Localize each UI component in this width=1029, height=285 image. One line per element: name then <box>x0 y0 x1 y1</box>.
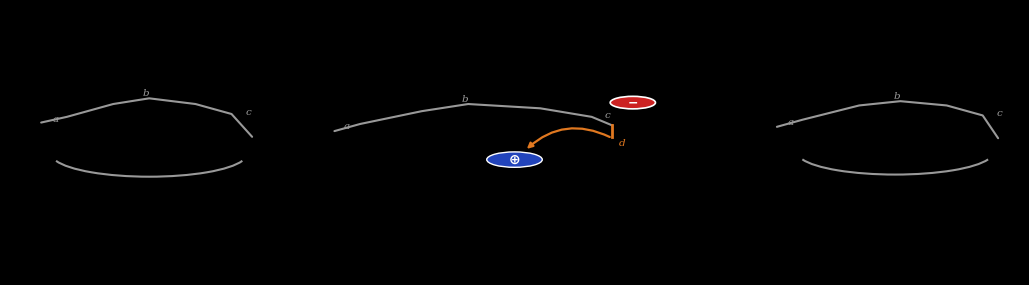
Text: b: b <box>143 89 149 98</box>
Text: c: c <box>996 109 1002 119</box>
Text: a: a <box>344 122 350 131</box>
Text: c: c <box>604 111 610 120</box>
Text: ⊕: ⊕ <box>508 152 521 167</box>
Text: b: b <box>894 92 900 101</box>
Circle shape <box>610 96 655 109</box>
Text: d: d <box>619 139 626 148</box>
Text: b: b <box>462 95 468 104</box>
Circle shape <box>487 152 542 167</box>
Text: a: a <box>52 115 59 124</box>
Text: c: c <box>245 108 251 117</box>
Text: a: a <box>787 118 793 127</box>
Text: −: − <box>628 96 638 109</box>
